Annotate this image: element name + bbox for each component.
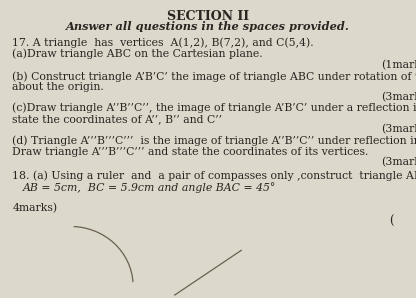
Text: (b) Construct triangle A’B’C’ the image of triangle ABC under rotation of 90° cl: (b) Construct triangle A’B’C’ the image … [12, 71, 416, 82]
Text: Answer all questions in the spaces provided.: Answer all questions in the spaces provi… [66, 21, 350, 32]
Text: (1mark): (1mark) [381, 60, 416, 70]
Text: 4marks): 4marks) [12, 203, 57, 214]
Text: (c)Draw triangle A’’B’’C’’, the image of triangle A’B’C’ under a reflection in t: (c)Draw triangle A’’B’’C’’, the image of… [12, 103, 416, 113]
Text: SECTION II: SECTION II [167, 10, 249, 24]
Text: about the origin.: about the origin. [12, 82, 104, 92]
Text: state the coordinates of A’’, B’’ and C’’: state the coordinates of A’’, B’’ and C’… [12, 114, 223, 124]
Text: 17. A triangle  has  vertices  A(1,2), B(7,2), and C(5,4).: 17. A triangle has vertices A(1,2), B(7,… [12, 37, 314, 48]
Text: (: ( [389, 215, 394, 228]
Text: (3marks): (3marks) [381, 92, 416, 102]
Text: Draw triangle A’’’B’’’C’’’ and state the coordinates of its vertices.: Draw triangle A’’’B’’’C’’’ and state the… [12, 147, 369, 157]
Text: 18. (a) Using a ruler  and  a pair of compasses only ,construct  triangle ABC in: 18. (a) Using a ruler and a pair of comp… [12, 170, 416, 181]
Text: (3marks): (3marks) [381, 156, 416, 167]
Text: (a)Draw triangle ABC on the Cartesian plane.: (a)Draw triangle ABC on the Cartesian pl… [12, 48, 263, 59]
Text: AB = 5cm,  BC = 5.9cm and angle BAC = 45°: AB = 5cm, BC = 5.9cm and angle BAC = 45° [23, 182, 276, 193]
Text: (d) Triangle A’’’B’’’C’’’  is the image of triangle A’’B’’C’’ under reflection i: (d) Triangle A’’’B’’’C’’’ is the image o… [12, 136, 416, 146]
Text: (3marks): (3marks) [381, 124, 416, 134]
